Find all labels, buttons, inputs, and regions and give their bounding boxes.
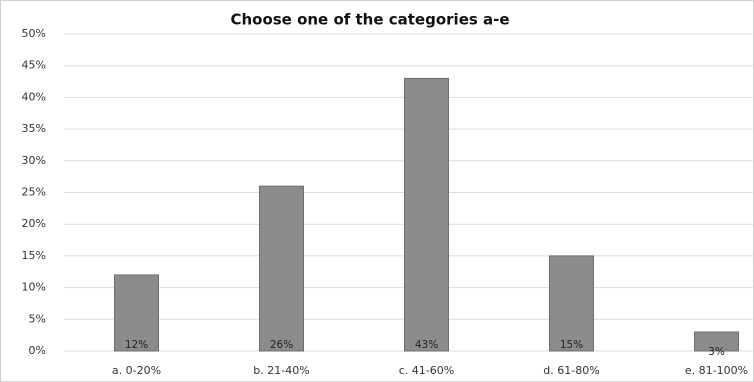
x-tick-label: d. 61-80% bbox=[543, 364, 599, 377]
y-tick-label: 15% bbox=[22, 249, 46, 262]
y-tick-label: 20% bbox=[22, 217, 46, 230]
y-tick-label: 0% bbox=[29, 344, 46, 357]
value-label: 15% bbox=[560, 339, 583, 351]
value-label: 3% bbox=[708, 346, 725, 358]
value-label: 12% bbox=[125, 339, 148, 351]
bar bbox=[114, 274, 159, 352]
value-label: 43% bbox=[415, 339, 438, 351]
bar bbox=[549, 255, 594, 352]
x-tick-label: a. 0-20% bbox=[112, 364, 161, 377]
y-tick-label: 45% bbox=[22, 59, 46, 72]
value-label: 26% bbox=[270, 339, 293, 351]
y-tick-label: 50% bbox=[22, 27, 46, 40]
x-tick-label: c. 41-60% bbox=[399, 364, 454, 377]
y-tick-label: 30% bbox=[22, 154, 46, 167]
y-tick-label: 5% bbox=[29, 312, 46, 325]
y-tick-label: 40% bbox=[22, 90, 46, 103]
bar bbox=[259, 185, 304, 352]
y-tick-label: 35% bbox=[22, 122, 46, 135]
x-tick-label: b. 21-40% bbox=[253, 364, 309, 377]
x-tick-label: e. 81-100% bbox=[685, 364, 748, 377]
y-tick-label: 25% bbox=[22, 186, 46, 199]
chart-title: Choose one of the categories a-e bbox=[230, 11, 509, 29]
bar bbox=[694, 331, 739, 352]
bar bbox=[404, 77, 449, 352]
y-tick-label: 10% bbox=[22, 281, 46, 294]
